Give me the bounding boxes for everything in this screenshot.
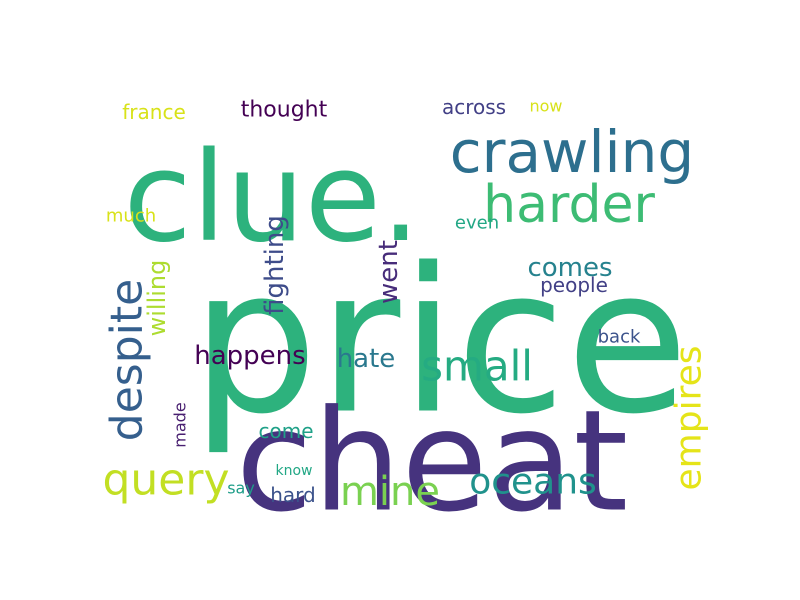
word-comes: comes xyxy=(527,253,612,283)
word-query: query xyxy=(102,455,229,506)
word-clue: clue. xyxy=(124,126,421,270)
word-say: say xyxy=(227,479,255,498)
word-know: know xyxy=(276,463,313,479)
word-price: price xyxy=(191,226,689,459)
word-hate: hate xyxy=(337,344,396,374)
word-small: small xyxy=(421,342,533,391)
word-fighting: fighting xyxy=(260,215,290,315)
word-crawling: crawling xyxy=(450,118,695,186)
word-france: france xyxy=(122,100,186,124)
word-across: across xyxy=(442,95,506,119)
word-even: even xyxy=(455,213,499,234)
word-back: back xyxy=(598,327,641,348)
word-hard: hard xyxy=(270,483,316,507)
word-harder: harder xyxy=(483,175,655,235)
word-now: now xyxy=(529,97,562,116)
word-made: made xyxy=(171,402,190,447)
word-thought: thought xyxy=(241,98,328,123)
word-went: went xyxy=(374,240,404,304)
word-people: people xyxy=(540,273,608,297)
word-much: much xyxy=(106,206,156,227)
word-cheat: cheat xyxy=(236,381,629,544)
word-come: come xyxy=(258,419,313,443)
word-mine: mine xyxy=(340,469,440,515)
word-willing: willing xyxy=(143,260,171,337)
word-oceans: oceans xyxy=(469,462,597,503)
word-happens: happens xyxy=(194,341,305,371)
word-empires: empires xyxy=(669,346,710,491)
word-despite: despite xyxy=(102,279,153,441)
